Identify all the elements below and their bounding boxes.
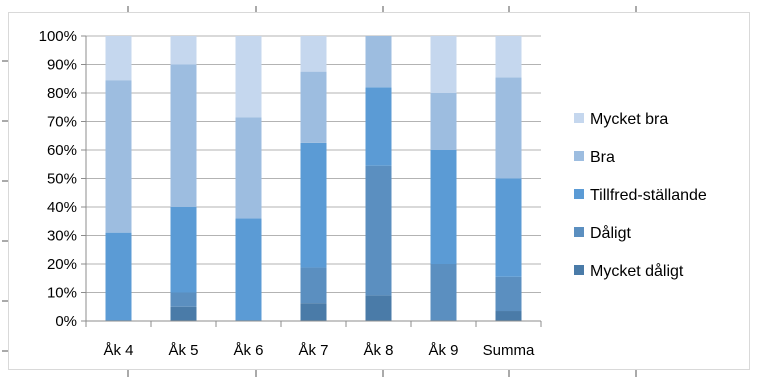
- bar-segment: [430, 150, 457, 264]
- bar-segment: [170, 306, 197, 321]
- x-axis-tick-labels: Åk 4 Åk 5 Åk 6 Åk 7 Åk 8 Åk 9 Summa: [103, 342, 535, 359]
- bar-segment: [170, 36, 197, 65]
- axes: [85, 36, 542, 327]
- legend-swatch: [574, 113, 584, 123]
- legend-label: Mycket dåligt: [590, 262, 684, 280]
- y-tick-label: 10%: [47, 285, 77, 302]
- legend-label: Tillfred-ställande: [590, 187, 707, 204]
- x-tick-label: Åk 9: [428, 342, 458, 359]
- bar-segment: [430, 264, 457, 321]
- bar-segment: [235, 117, 262, 219]
- legend-swatch: [574, 151, 584, 161]
- bar-segment: [105, 80, 132, 233]
- x-tick-label: Åk 4: [103, 342, 133, 359]
- bar-segment: [365, 87, 392, 166]
- legend-swatch: [574, 189, 584, 199]
- y-tick-label: 20%: [47, 256, 77, 273]
- bar-segment: [365, 165, 392, 296]
- bar-segment: [300, 303, 327, 321]
- bar-segment: [495, 77, 522, 179]
- y-tick-label: 100%: [39, 28, 77, 45]
- bar-segment: [430, 93, 457, 150]
- bar-segment: [170, 292, 197, 307]
- bar-segment: [235, 218, 262, 321]
- bar-segment: [235, 36, 262, 118]
- bar-segment: [365, 36, 392, 88]
- y-tick-label: 50%: [47, 171, 77, 188]
- y-tick-label: 0%: [55, 313, 77, 330]
- y-tick-label: 70%: [47, 114, 77, 131]
- bar-segment: [170, 64, 197, 207]
- y-tick-label: 60%: [47, 142, 77, 159]
- bar-segment: [495, 36, 522, 78]
- x-tick-label: Summa: [483, 342, 535, 359]
- bar-segment: [495, 178, 522, 277]
- bar-segment: [300, 267, 327, 304]
- x-tick-label: Åk 6: [233, 342, 263, 359]
- legend-swatch: [574, 227, 584, 237]
- legend-label: Mycket bra: [590, 111, 668, 128]
- bar-segment: [105, 232, 132, 321]
- x-tick-label: Åk 8: [363, 342, 393, 359]
- legend-swatch: [574, 265, 584, 275]
- y-tick-label: 40%: [47, 199, 77, 216]
- bar-segment: [365, 295, 392, 321]
- bar-segment: [430, 36, 457, 93]
- bar-segment: [300, 36, 327, 72]
- bar-segment: [170, 207, 197, 293]
- y-axis-tick-labels: 0% 10% 20% 30% 40% 50% 60% 70% 80% 90% 100%: [39, 28, 77, 330]
- cell-grid-ticks: [2, 6, 637, 377]
- x-tick-label: Åk 7: [298, 342, 328, 359]
- y-tick-label: 90%: [47, 57, 77, 74]
- x-tick-label: Åk 5: [168, 342, 198, 359]
- y-tick-label: 80%: [47, 85, 77, 102]
- bar-segment: [495, 311, 522, 321]
- bar-segment: [495, 276, 522, 312]
- bars: [105, 36, 522, 321]
- legend-label: Bra: [590, 149, 615, 166]
- legend: Mycket bra Bra Tillfred-ställande Dåligt Myc…: [574, 111, 707, 280]
- bar-segment: [300, 142, 327, 268]
- bar-segment: [300, 71, 327, 143]
- bar-segment: [105, 36, 132, 81]
- legend-label: Dåligt: [590, 224, 631, 242]
- y-tick-label: 30%: [47, 228, 77, 245]
